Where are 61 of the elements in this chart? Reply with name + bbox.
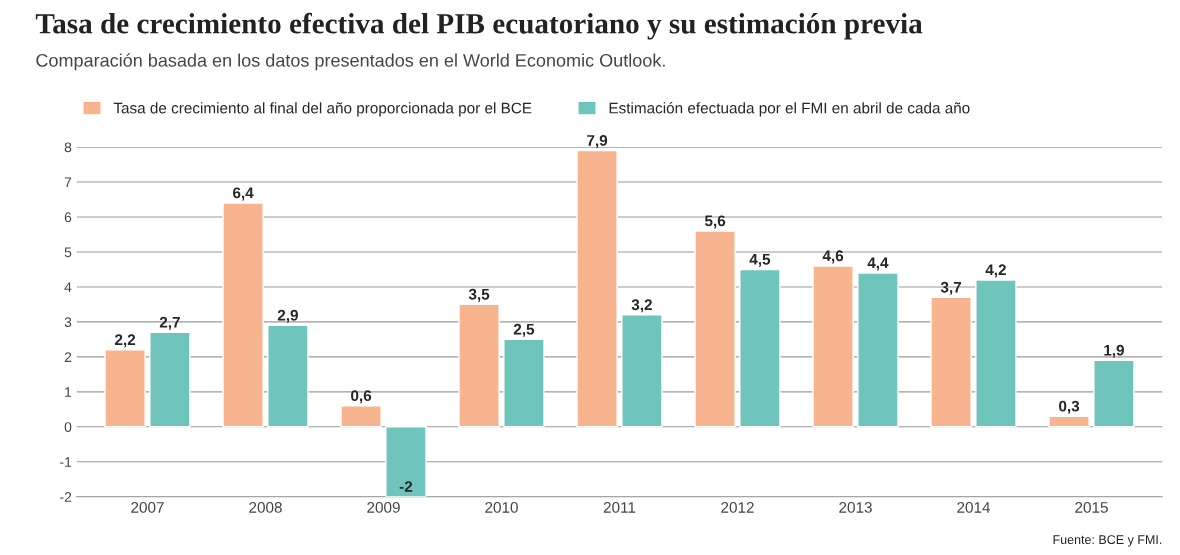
- y-tick-label: -1: [60, 457, 72, 467]
- bar: [1093, 359, 1135, 428]
- bar: [385, 426, 427, 497]
- legend-label: Estimación efectuada por el FMI en abril de cada año: [609, 102, 970, 117]
- bar: [222, 202, 264, 428]
- bar: [340, 405, 382, 428]
- y-tick-label: 0: [64, 422, 72, 432]
- data-label: 5,6: [704, 215, 726, 229]
- data-label: 4,5: [749, 254, 771, 267]
- data-label: 2,5: [513, 323, 535, 337]
- data-label: 0,6: [351, 390, 372, 404]
- x-tick-label: 2007: [131, 501, 164, 513]
- data-label: 4,6: [822, 250, 844, 264]
- bar: [812, 265, 854, 428]
- bar: [458, 303, 500, 428]
- bar: [503, 338, 545, 428]
- x-tick-label: 2010: [485, 501, 518, 513]
- bar: [694, 230, 736, 428]
- y-tick-label: 1: [65, 387, 72, 397]
- data-label: 0,3: [1059, 400, 1080, 414]
- x-tick-label: 2014: [957, 501, 991, 513]
- bar: [104, 349, 146, 428]
- data-label: 2,9: [277, 309, 298, 323]
- bar: [149, 331, 191, 428]
- data-label: 6,4: [233, 187, 254, 201]
- bar: [930, 296, 972, 428]
- x-tick-label: 2011: [603, 501, 636, 513]
- data-label: -2: [399, 481, 413, 492]
- y-tick-label: 7: [64, 177, 72, 188]
- x-tick-label: 2009: [367, 501, 400, 513]
- y-tick-label: -2: [60, 492, 72, 502]
- y-tick-label: 2: [64, 352, 72, 362]
- bar: [267, 324, 309, 428]
- bar: [857, 272, 899, 428]
- source-note: Fuente: BCE y FMI.: [1053, 535, 1162, 547]
- bar: [576, 149, 618, 428]
- data-label: 2,7: [159, 316, 180, 330]
- data-label: 2,2: [114, 334, 136, 348]
- data-label: 1,9: [1104, 344, 1124, 358]
- data-label: 7,9: [587, 134, 608, 149]
- y-tick-label: 4: [64, 282, 72, 292]
- legend-label: Tasa de crecimiento al final del año proporcionada por el BCE: [113, 102, 532, 117]
- y-tick-label: 6: [64, 212, 72, 223]
- data-label: 4,2: [985, 264, 1006, 278]
- y-tick-label: 3: [64, 317, 72, 328]
- data-label: 3,2: [631, 299, 652, 313]
- x-tick-label: 2015: [1075, 501, 1108, 513]
- data-label: 3,7: [940, 281, 962, 295]
- data-label: 3,5: [468, 288, 490, 302]
- x-tick-label: 2013: [839, 501, 872, 513]
- y-tick-label: 8: [64, 142, 72, 153]
- bar: [1048, 415, 1090, 428]
- chart-subtitle: Comparación basada en los datos presentados en el World Economic Outlook.: [36, 53, 665, 71]
- bar: [739, 268, 781, 428]
- data-label: 4,4: [867, 257, 889, 271]
- y-tick-label: 5: [64, 247, 72, 258]
- bar: [975, 279, 1017, 428]
- x-tick-label: 2008: [249, 501, 282, 513]
- bar: [621, 314, 663, 428]
- chart-title: Tasa de crecimiento efectiva del PIB ecuatoriano y su estimación previa: [35, 12, 923, 40]
- x-tick-label: 2012: [721, 501, 754, 513]
